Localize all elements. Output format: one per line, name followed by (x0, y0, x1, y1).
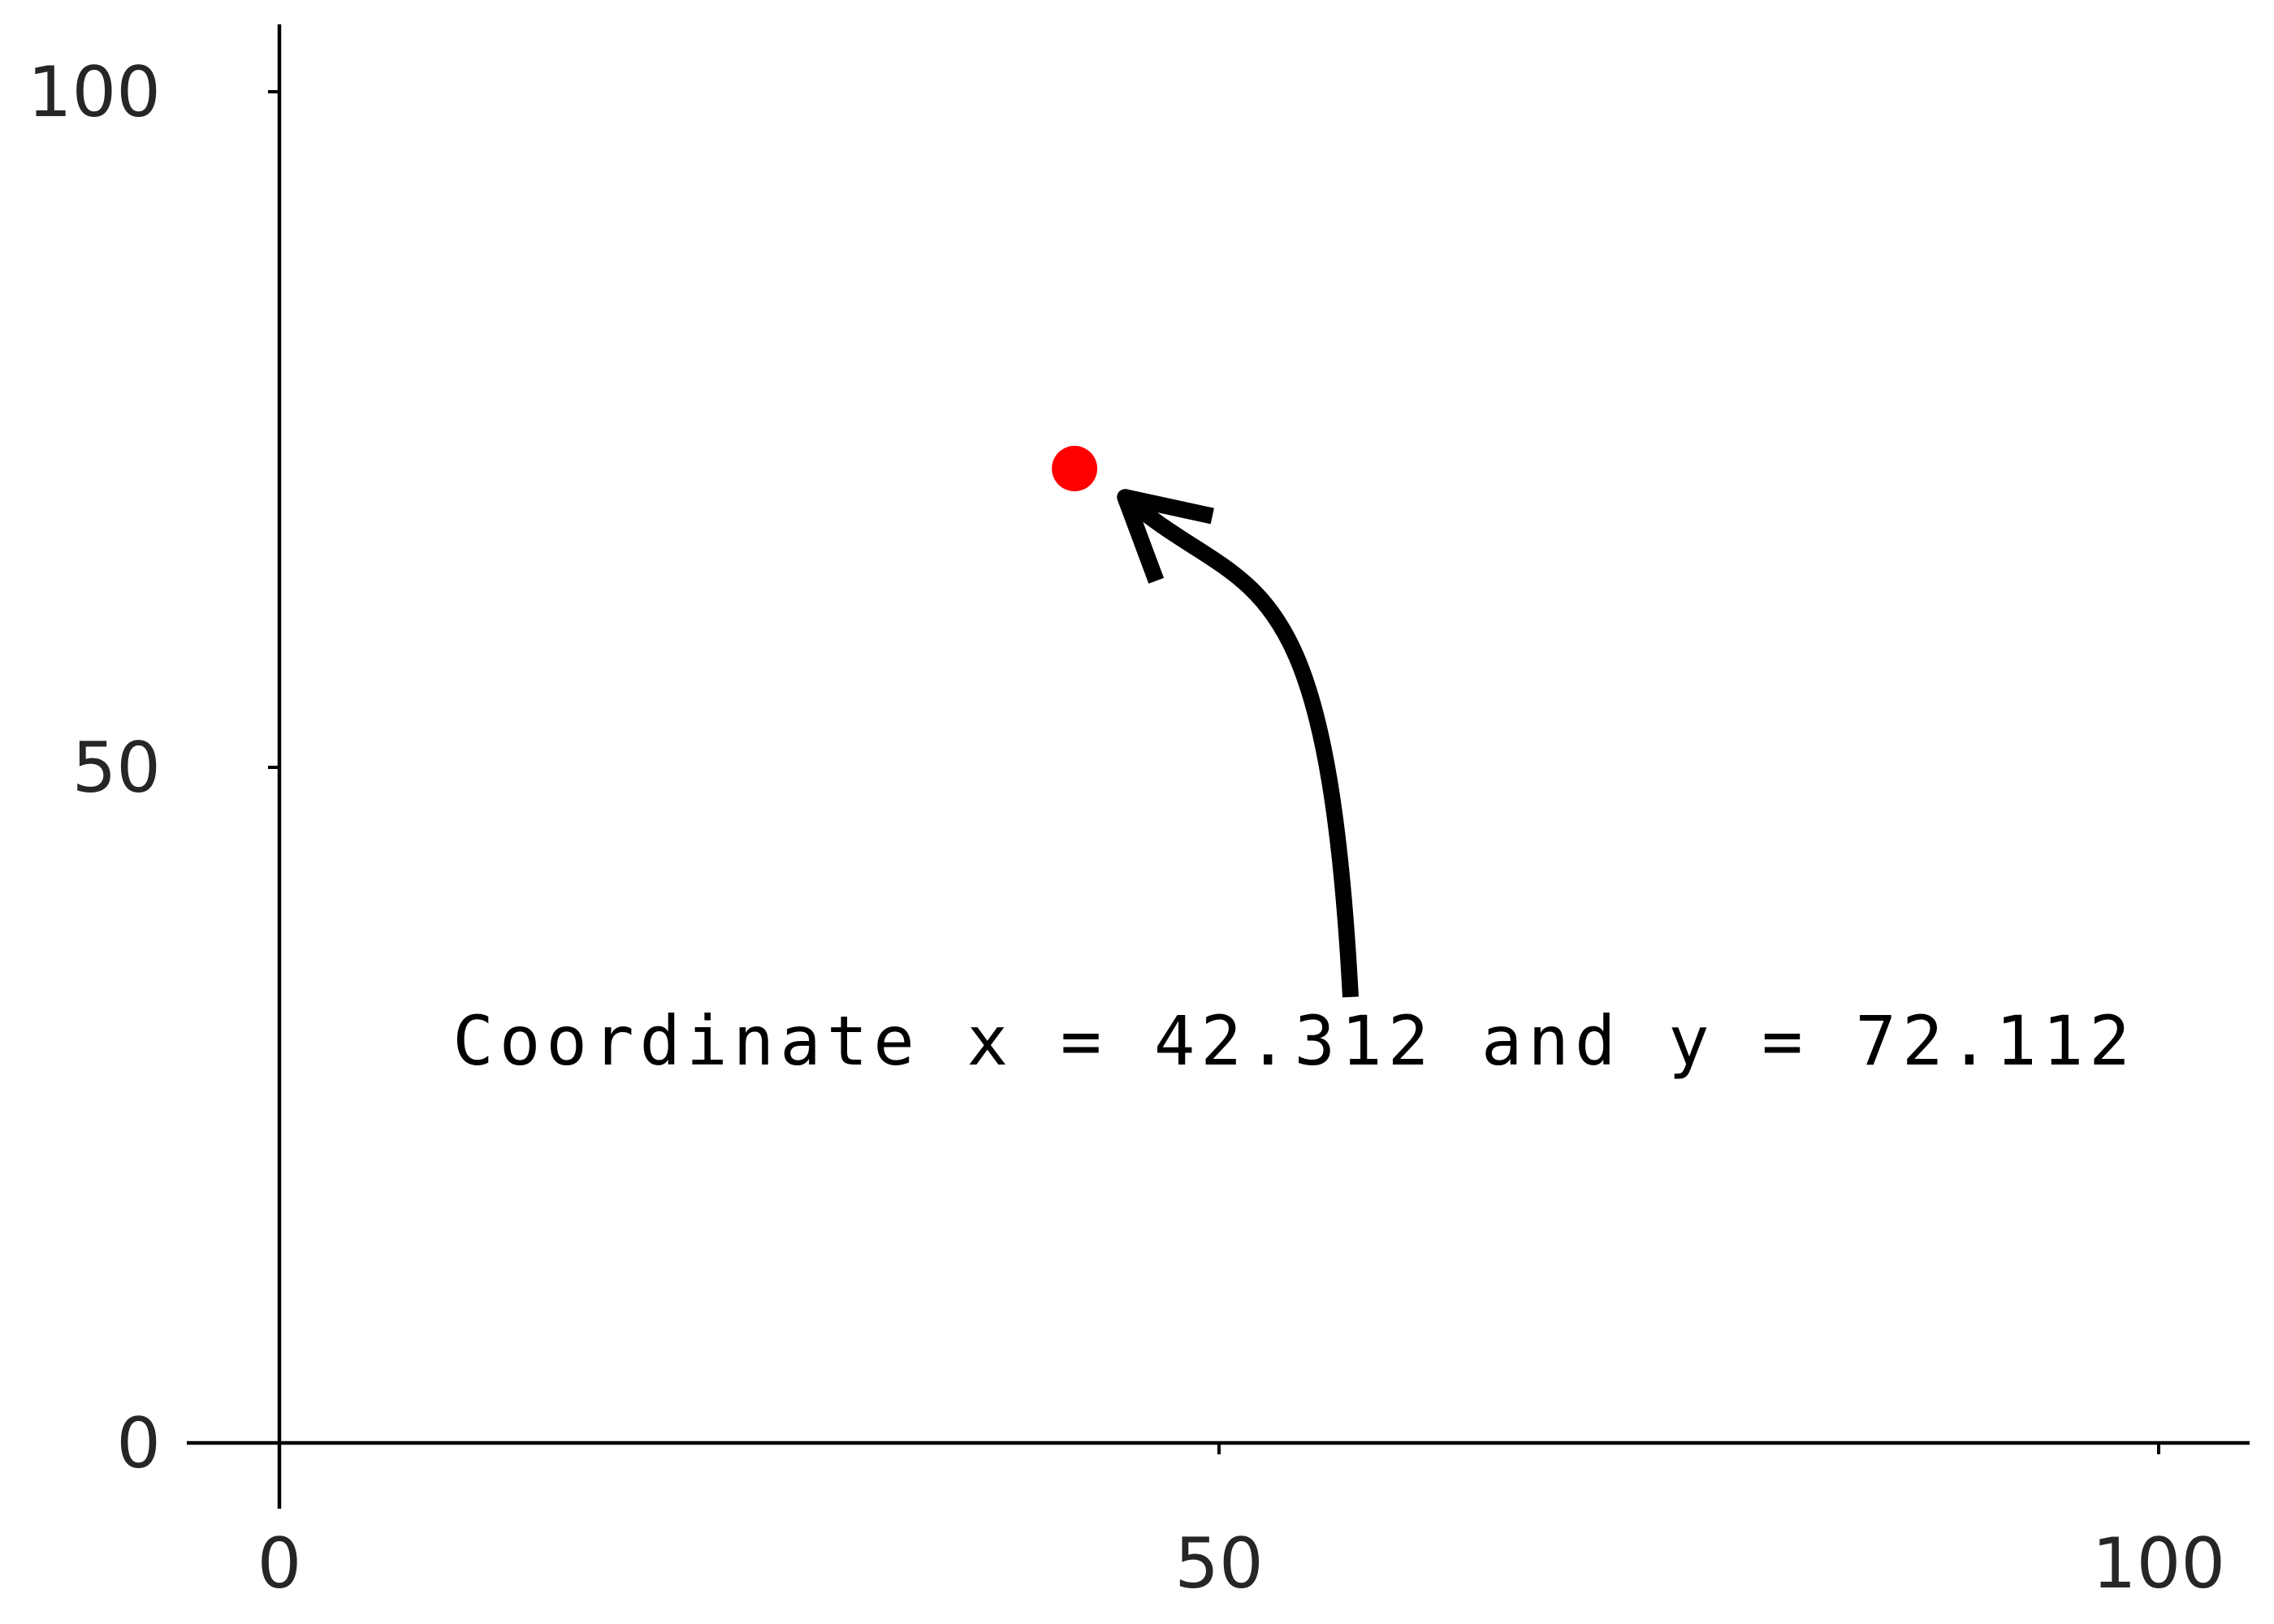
x-tick-label: 0 (257, 1523, 302, 1605)
annotation-arrow-shaft (1119, 490, 1359, 998)
x-tick-label: 50 (1174, 1523, 1263, 1605)
y-tick-label: 0 (116, 1403, 161, 1484)
tick-labels: 0 50 100 0 50 100 (28, 52, 2225, 1605)
data-points (1052, 446, 1098, 492)
y-tick-label: 50 (72, 728, 161, 809)
x-tick-label: 100 (2092, 1523, 2225, 1605)
axes (187, 24, 2250, 1509)
annotation-text: Coordinate x = 42.312 and y = 72.112 (452, 1001, 2136, 1081)
data-point (1052, 446, 1098, 492)
annotation: Coordinate x = 42.312 and y = 72.112 (452, 489, 2136, 1081)
annotation-arrow-head (1117, 489, 1214, 584)
y-tick-label: 100 (28, 52, 161, 133)
